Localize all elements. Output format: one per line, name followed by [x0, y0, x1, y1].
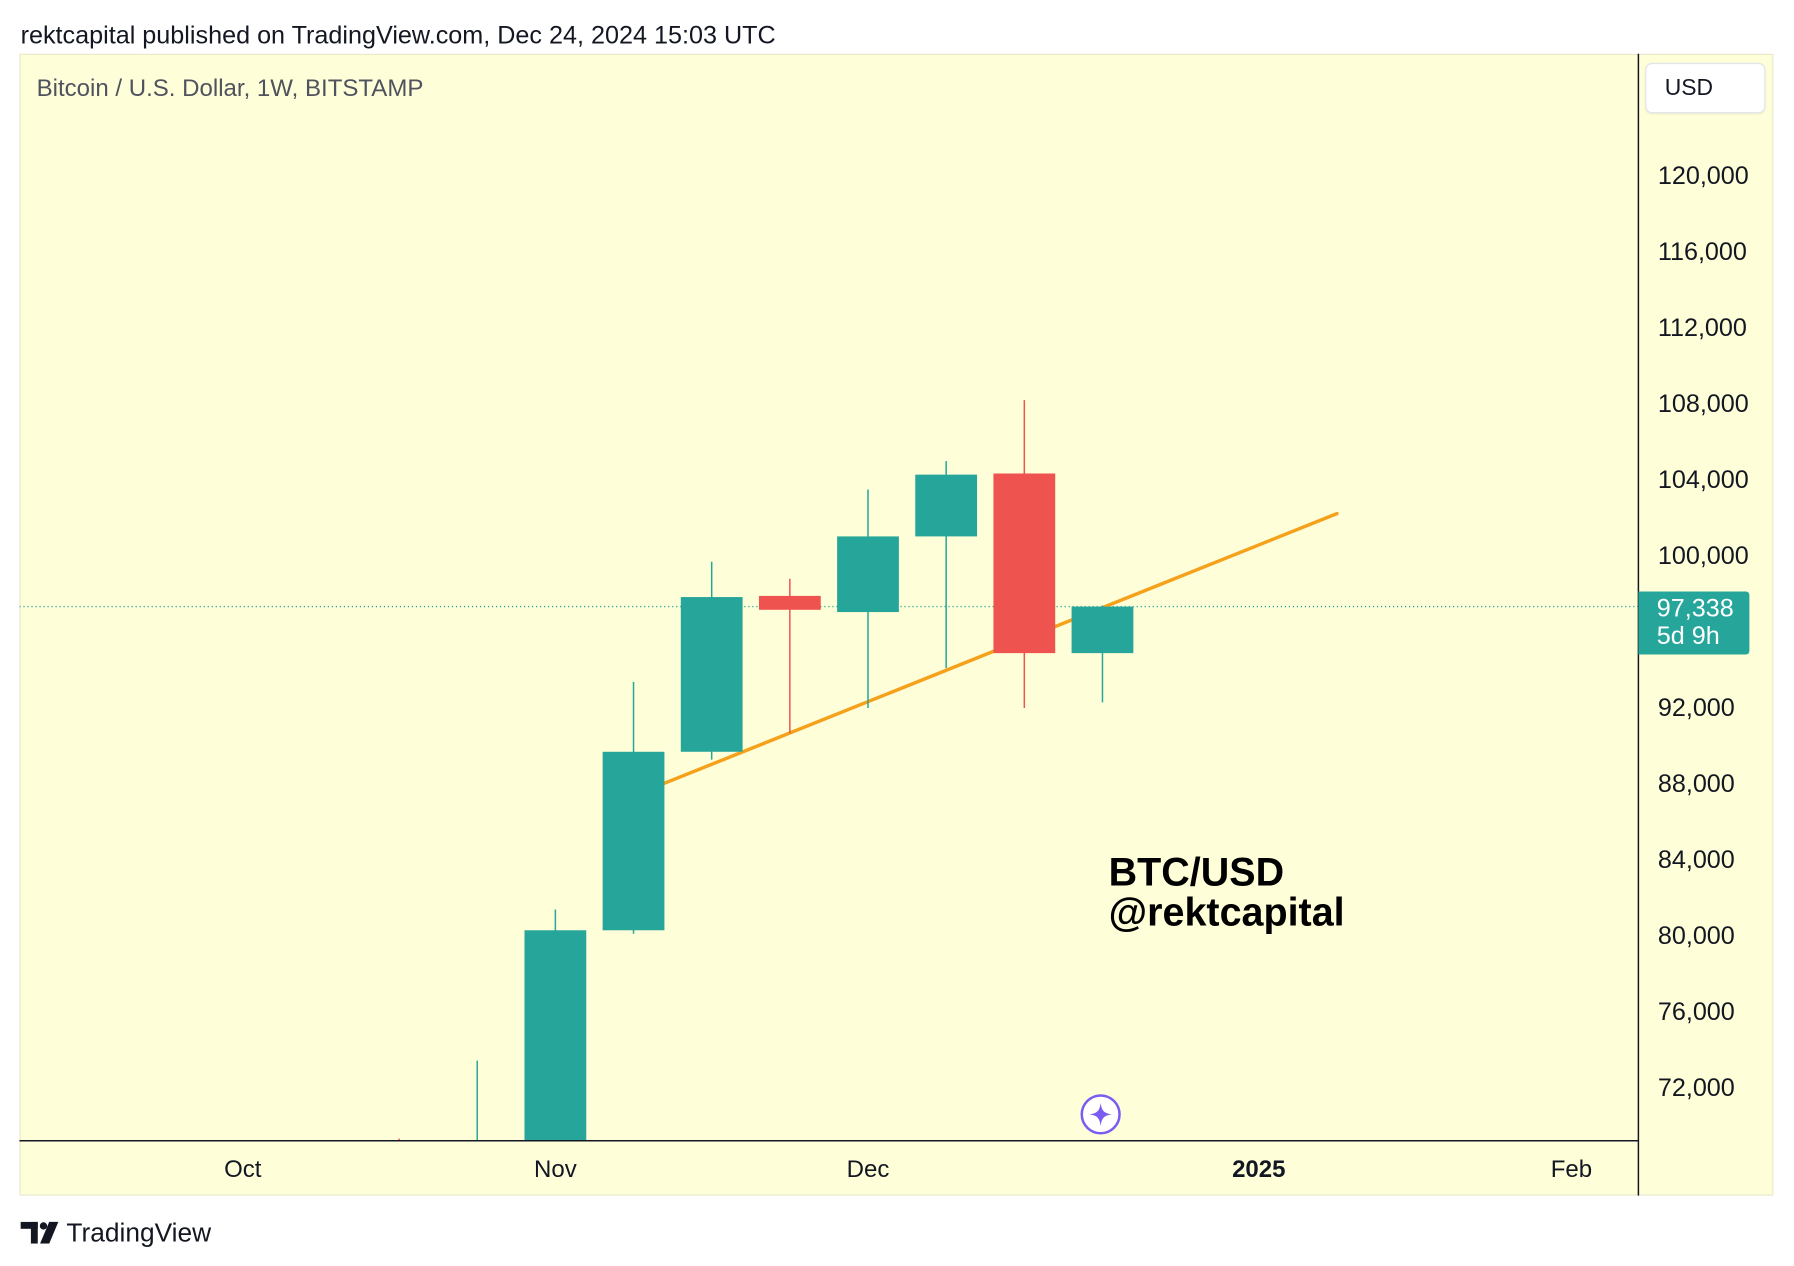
plot-area[interactable] — [19, 400, 1639, 1219]
candle-body-up — [915, 474, 978, 537]
sparkle-icon[interactable] — [1080, 1094, 1121, 1135]
brand-name: TradingView — [66, 1217, 212, 1248]
annotation-line-2: @rektcapital — [1108, 891, 1345, 935]
footer-brand[interactable]: TradingView — [20, 1215, 250, 1249]
candles[interactable] — [368, 400, 1134, 1219]
price-tick-label: 104,000 — [1658, 466, 1749, 494]
candle[interactable] — [446, 1060, 508, 1187]
candle-body-down — [993, 473, 1056, 654]
candle-body-up — [602, 751, 665, 931]
candle[interactable] — [602, 681, 665, 934]
price-tick-label: 84,000 — [1658, 846, 1735, 874]
price-tick-label: 92,000 — [1658, 694, 1735, 722]
last-price-label: 97,338 5d 9h — [1638, 591, 1750, 655]
price-tick-label: 112,000 — [1658, 314, 1747, 342]
symbol-title[interactable]: Bitcoin / U.S. Dollar, 1W, BITSTAMP — [36, 75, 424, 102]
publish-info: rektcapital published on TradingView.com… — [20, 20, 776, 50]
candle-body-up — [1071, 606, 1134, 654]
time-tick-label: 2025 — [1232, 1156, 1285, 1183]
price-tick-label: 72,000 — [1658, 1074, 1735, 1102]
time-scale[interactable]: Oct Nov Dec 2025 Feb — [224, 1156, 1592, 1183]
price-tick-label: 88,000 — [1658, 770, 1735, 798]
candle-body-up — [837, 536, 899, 613]
chart-annotation[interactable]: BTC/USD @rektcapital — [1108, 851, 1345, 935]
candle[interactable] — [1071, 605, 1134, 703]
price-scale[interactable]: 120,000 116,000 112,000 108,000 104,000 100,0… — [1658, 162, 1749, 1102]
candle[interactable] — [524, 909, 587, 1188]
candle-body-up — [680, 597, 743, 752]
annotation-line-1: BTC/USD — [1108, 851, 1285, 895]
candle[interactable] — [758, 578, 821, 734]
candle[interactable] — [915, 460, 978, 669]
price-tick-label: 80,000 — [1658, 922, 1735, 950]
price-tick-label: 116,000 — [1658, 238, 1747, 266]
time-tick-label: Feb — [1551, 1156, 1592, 1183]
tradingview-logo-icon — [20, 1221, 59, 1244]
currency-button[interactable]: USD — [1645, 62, 1766, 114]
currency-button-label: USD — [1664, 75, 1714, 101]
candle-body-up — [524, 930, 587, 1141]
candle[interactable] — [680, 561, 743, 760]
candle[interactable] — [993, 400, 1056, 709]
last-price-value: 97,338 — [1656, 593, 1734, 623]
time-tick-label: Nov — [534, 1156, 577, 1183]
candle[interactable] — [837, 489, 899, 709]
price-tick-label: 100,000 — [1658, 542, 1749, 570]
chart-pane-background — [19, 53, 1774, 1196]
time-tick-label: Oct — [224, 1156, 262, 1183]
sparkle-star — [1089, 1102, 1113, 1126]
candle-body-down — [758, 595, 821, 610]
bar-countdown: 5d 9h — [1656, 621, 1720, 650]
price-tick-label: 76,000 — [1658, 998, 1735, 1026]
price-tick-label: 108,000 — [1658, 390, 1749, 418]
time-tick-label: Dec — [847, 1156, 890, 1183]
price-tick-label: 120,000 — [1658, 162, 1749, 190]
